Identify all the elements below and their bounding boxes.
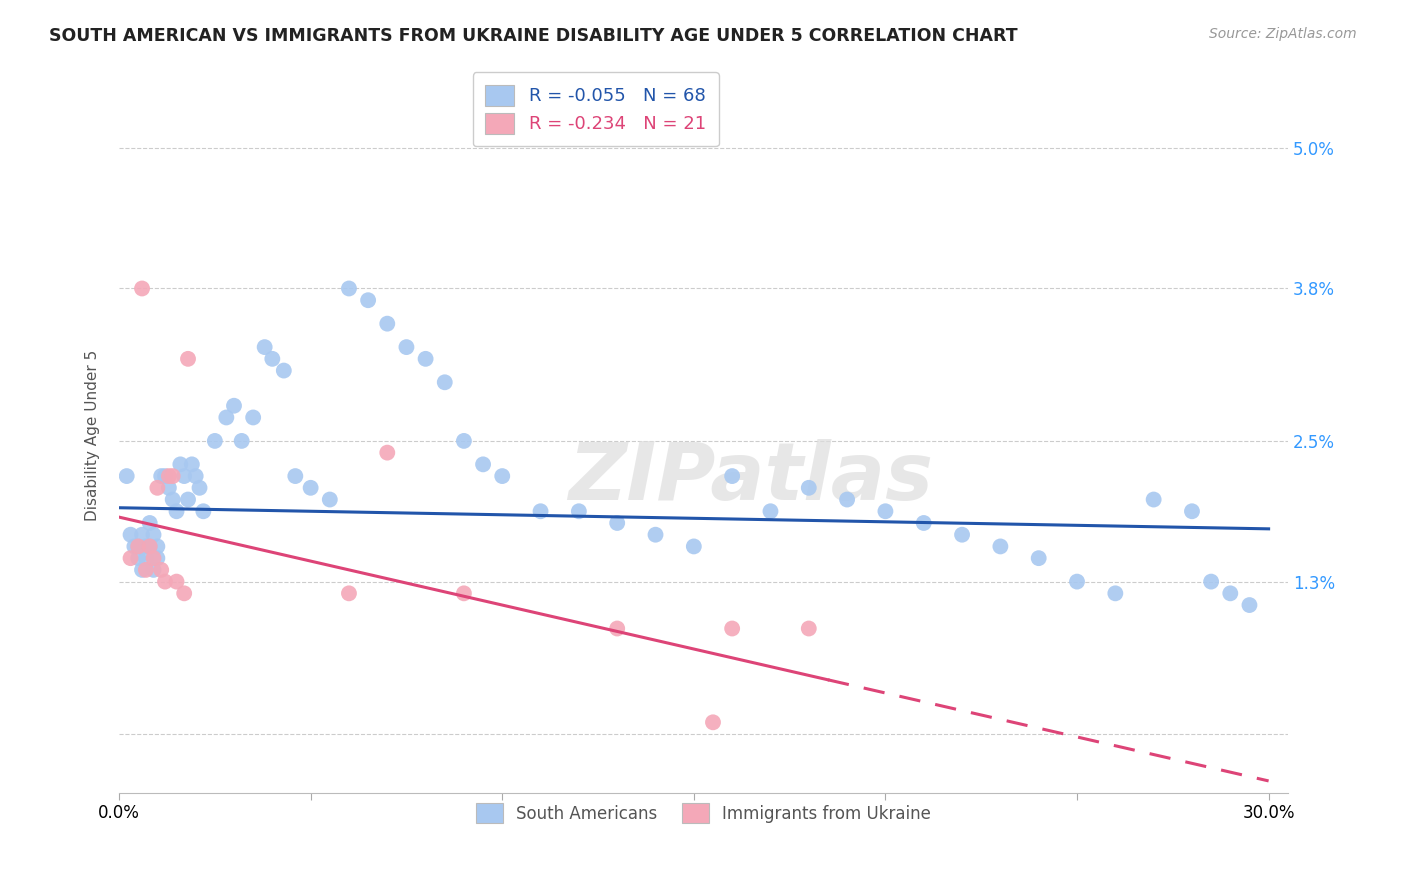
Text: Source: ZipAtlas.com: Source: ZipAtlas.com — [1209, 27, 1357, 41]
Point — [319, 492, 342, 507]
Point — [222, 399, 245, 413]
Point — [415, 351, 437, 366]
Point — [173, 469, 195, 483]
Point — [433, 376, 456, 390]
Point — [215, 410, 238, 425]
Point — [146, 481, 169, 495]
Point — [135, 563, 157, 577]
Point — [150, 469, 173, 483]
Point — [682, 540, 704, 554]
Point — [115, 469, 138, 483]
Point — [166, 504, 188, 518]
Legend: South Americans, Immigrants from Ukraine: South Americans, Immigrants from Ukraine — [464, 792, 942, 834]
Point — [1104, 586, 1126, 600]
Point — [262, 351, 284, 366]
Point — [797, 622, 820, 636]
Point — [162, 469, 184, 483]
Point — [912, 516, 935, 530]
Text: SOUTH AMERICAN VS IMMIGRANTS FROM UKRAINE DISABILITY AGE UNDER 5 CORRELATION CHA: SOUTH AMERICAN VS IMMIGRANTS FROM UKRAIN… — [49, 27, 1018, 45]
Point — [153, 574, 176, 589]
Point — [138, 516, 160, 530]
Point — [375, 317, 398, 331]
Point — [142, 527, 165, 541]
Point — [184, 469, 207, 483]
Point — [177, 492, 200, 507]
Point — [453, 586, 475, 600]
Point — [835, 492, 858, 507]
Point — [1028, 551, 1050, 566]
Point — [204, 434, 226, 448]
Point — [299, 481, 322, 495]
Point — [568, 504, 591, 518]
Point — [124, 540, 146, 554]
Point — [146, 551, 169, 566]
Point — [606, 622, 628, 636]
Point — [337, 586, 360, 600]
Point — [242, 410, 264, 425]
Point — [721, 469, 744, 483]
Point — [875, 504, 897, 518]
Point — [131, 563, 153, 577]
Point — [166, 574, 188, 589]
Point — [1239, 598, 1261, 612]
Point — [120, 527, 142, 541]
Y-axis label: Disability Age Under 5: Disability Age Under 5 — [86, 350, 100, 521]
Point — [135, 551, 157, 566]
Point — [273, 363, 295, 377]
Text: ZIPatlas: ZIPatlas — [568, 439, 932, 517]
Point — [127, 551, 149, 566]
Point — [127, 540, 149, 554]
Point — [1199, 574, 1222, 589]
Point — [180, 458, 202, 472]
Point — [162, 492, 184, 507]
Point — [173, 586, 195, 600]
Point — [472, 458, 495, 472]
Point — [146, 540, 169, 554]
Point — [644, 527, 666, 541]
Point — [169, 458, 191, 472]
Point — [721, 622, 744, 636]
Point — [193, 504, 215, 518]
Point — [131, 527, 153, 541]
Point — [1181, 504, 1204, 518]
Point — [395, 340, 418, 354]
Point — [131, 281, 153, 295]
Point — [253, 340, 276, 354]
Point — [231, 434, 253, 448]
Point — [1066, 574, 1088, 589]
Point — [135, 540, 157, 554]
Point — [138, 540, 160, 554]
Point — [491, 469, 513, 483]
Point — [950, 527, 973, 541]
Point — [284, 469, 307, 483]
Point — [120, 551, 142, 566]
Point — [177, 351, 200, 366]
Point — [138, 540, 160, 554]
Point — [990, 540, 1012, 554]
Point — [142, 563, 165, 577]
Point — [337, 281, 360, 295]
Point — [157, 481, 180, 495]
Point — [529, 504, 551, 518]
Point — [1219, 586, 1241, 600]
Point — [357, 293, 380, 308]
Point — [150, 563, 173, 577]
Point — [142, 551, 165, 566]
Point — [375, 445, 398, 459]
Point — [759, 504, 782, 518]
Point — [702, 715, 724, 730]
Point — [188, 481, 211, 495]
Point — [157, 469, 180, 483]
Point — [606, 516, 628, 530]
Point — [797, 481, 820, 495]
Point — [153, 469, 176, 483]
Point — [127, 540, 149, 554]
Point — [1143, 492, 1166, 507]
Point — [453, 434, 475, 448]
